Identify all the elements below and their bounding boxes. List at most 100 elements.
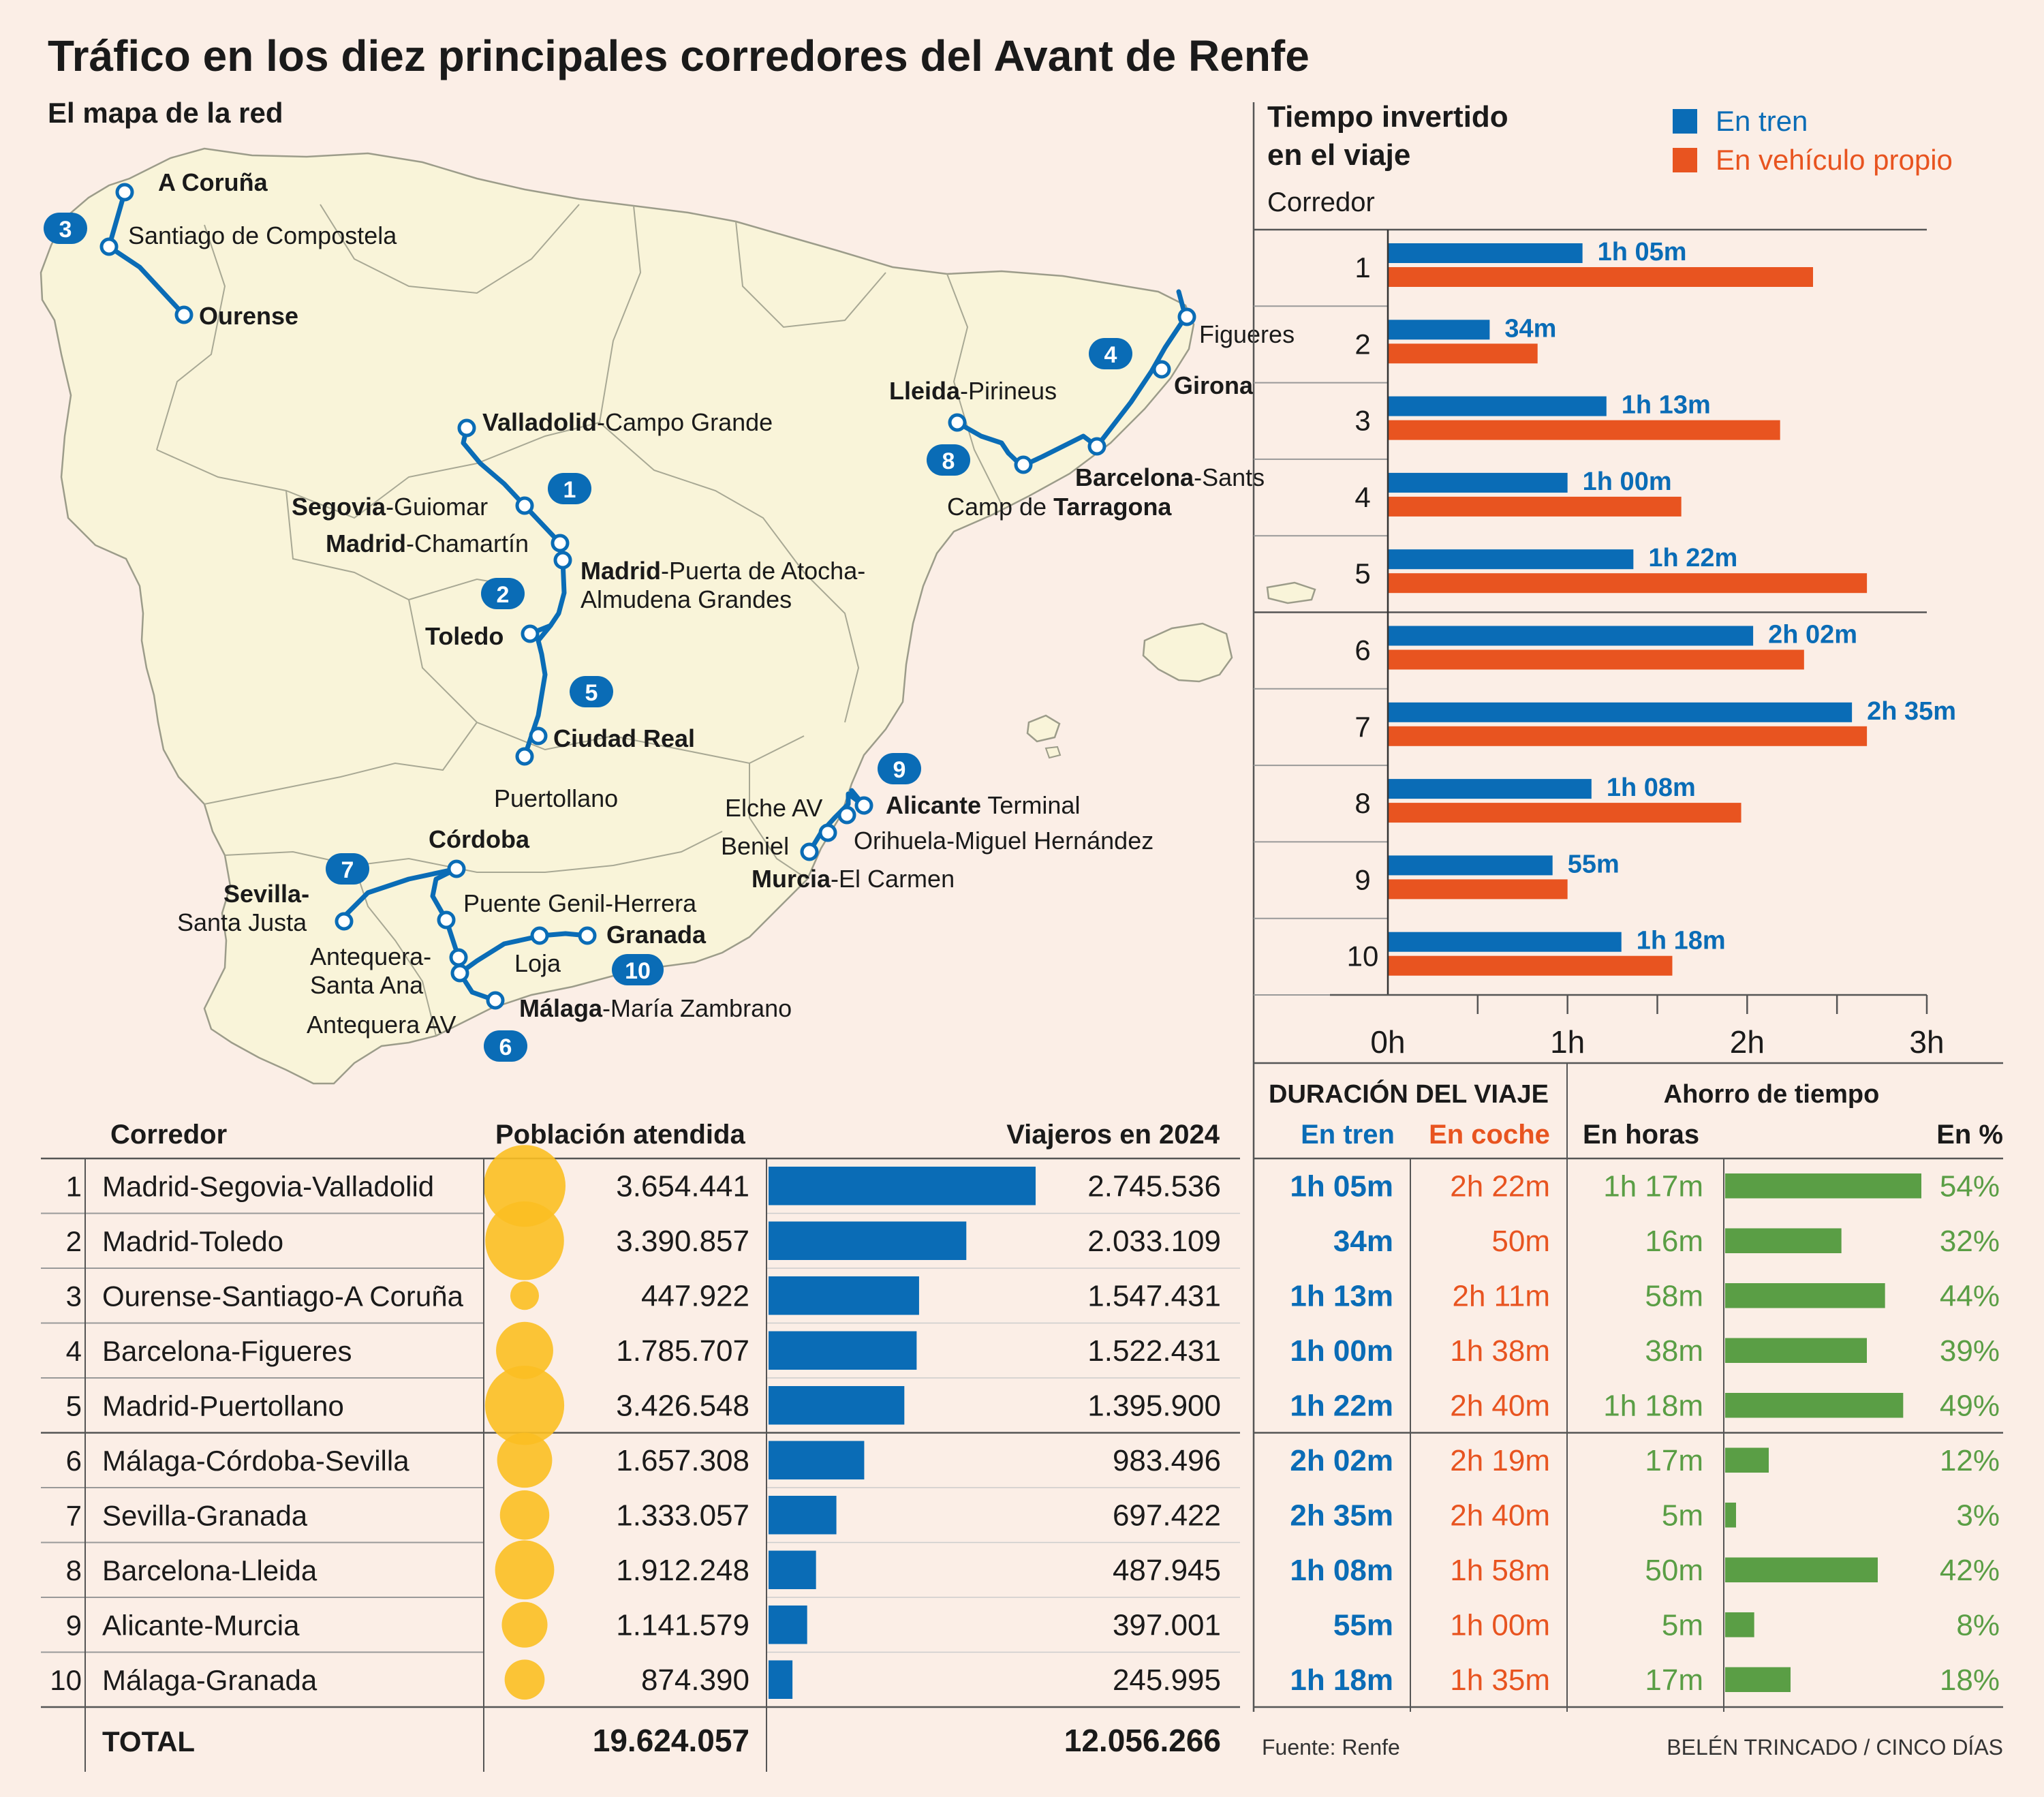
row-number: 4 [66,1335,82,1367]
corridor-number: 6 [1354,634,1370,666]
x-tick-label: 0h [1370,1024,1405,1060]
population-value: 3.426.548 [616,1389,749,1422]
time-chart-category-label: Corredor [1267,187,1375,217]
mallorca-island [1142,622,1233,683]
savings-pct-bar [1725,1667,1791,1692]
train-duration: 1h 18m [1290,1663,1393,1697]
label-sevilla-1: Sevilla- [223,880,309,908]
badge-2: 2 [481,578,525,609]
corridor-number: 4 [1354,481,1370,513]
car-duration: 2h 40m [1450,1389,1550,1422]
travelers-bar [769,1550,816,1589]
total-label: TOTAL [102,1725,195,1757]
population-value: 1.785.707 [616,1334,749,1368]
label-atocha-2: Almudena Grandes [580,585,792,613]
corridor-number: 8 [1354,787,1370,819]
corridor-table-total: TOTAL 19.624.057 12.056.266 [102,1723,1221,1758]
travelers-bar [769,1441,865,1479]
corridor-number: 7 [1354,711,1370,743]
savings-hours: 5m [1662,1608,1703,1642]
corridor-name: Ourense-Santiago-A Coruña [102,1280,464,1312]
legend-label-car: En vehículo propio [1716,144,1953,176]
line-7-sevilla [341,866,459,919]
savings-pct-bar [1725,1447,1769,1473]
badge-9: 9 [878,753,921,784]
savings-pct: 44% [1940,1279,2000,1312]
badge-1: 1 [548,473,591,504]
train-time-label: 1h 08m [1607,773,1696,802]
label-valladolid: Valladolid-Campo Grande [482,408,773,436]
svg-text:4: 4 [1104,342,1117,368]
col-header-corredor: Corredor [110,1120,227,1150]
train-time-label: 1h 18m [1637,927,1726,955]
label-toledo: Toledo [425,622,504,650]
badge-10: 10 [612,954,664,985]
svg-text:7: 7 [341,857,354,883]
train-duration: 1h 13m [1290,1279,1393,1312]
time-chart: Tiempo invertido en el viaje Corredor En… [1252,100,1956,1063]
label-santiago: Santiago de Compostela [128,221,397,249]
train-bar [1388,396,1607,416]
footer-source: Fuente: Renfe [1262,1735,1400,1760]
label-loja: Loja [514,949,561,977]
savings-pct: 32% [1940,1225,2000,1258]
train-duration: 1h 08m [1290,1554,1393,1587]
travelers-value: 1.395.900 [1087,1389,1221,1422]
svg-text:1: 1 [563,477,576,503]
svg-text:10: 10 [625,958,651,984]
travelers-bar [769,1221,967,1260]
savings-pct-bar [1725,1612,1754,1638]
row-number: 10 [50,1664,82,1696]
savings-hours: 50m [1645,1554,1703,1587]
label-alicante: Alicante Terminal [886,791,1080,819]
train-duration: 1h 00m [1290,1334,1393,1368]
row-number: 9 [66,1609,82,1641]
badge-3: 3 [44,213,87,244]
population-bubble [504,1659,545,1700]
corridor-name: Alicante-Murcia [102,1609,300,1641]
savings-pct: 8% [1956,1608,2000,1642]
line-2-5 [522,557,567,759]
x-tick-label: 3h [1909,1024,1944,1060]
svg-text:8: 8 [942,448,955,474]
label-cordoba: Córdoba [429,825,530,853]
duration-table-rows: 1h 05m 2h 22m 1h 17m 54% 34m 50m 16m 32% 1h 13m 2… [1252,1062,2003,1712]
footer-credit: BELÉN TRINCADO / CINCO DÍAS [1667,1735,2003,1760]
population-value: 3.654.441 [616,1169,749,1203]
savings-hours: 16m [1645,1225,1703,1258]
time-chart-rows: 1 1h 05m 2 34m 3 1h 13m 4 1h 00m 5 1h 22m 6 2h 02m 7… [1347,238,1956,976]
train-duration: 1h 22m [1290,1389,1393,1422]
travelers-value: 2.745.536 [1087,1169,1221,1203]
car-duration: 2h 11m [1453,1279,1551,1312]
savings-pct: 12% [1940,1444,2000,1477]
savings-hours: 5m [1662,1499,1703,1532]
label-beniel: Beniel [721,832,789,860]
col-header-en-pct: En % [1936,1120,2003,1150]
legend-label-train: En tren [1716,105,1808,137]
travelers-value: 487.945 [1113,1554,1221,1587]
label-antequera-av: Antequera AV [307,1011,456,1039]
train-duration: 55m [1333,1608,1393,1642]
x-tick-label: 1h [1550,1024,1585,1060]
corridor-name: Barcelona-Figueres [102,1335,352,1367]
car-bar [1388,726,1868,746]
travelers-bar [769,1276,919,1315]
train-bar [1388,702,1853,722]
svg-text:6: 6 [499,1034,512,1060]
travelers-value: 245.995 [1113,1663,1221,1697]
population-value: 1.141.579 [616,1608,749,1642]
travelers-bar [769,1606,807,1644]
region-borders [156,204,1002,1036]
map-title: El mapa de la red [48,97,283,129]
label-puertollano: Puertollano [494,784,618,812]
corridor-name: Málaga-Granada [102,1664,318,1696]
menorca-island [1266,581,1316,604]
population-bubble [510,1281,540,1310]
savings-pct: 49% [1940,1389,2000,1422]
train-time-label: 1h 00m [1583,467,1672,496]
corridor-name: Málaga-Córdoba-Sevilla [102,1445,409,1477]
label-coruna: A Coruña [158,168,268,196]
label-murcia: Murcia-El Carmen [752,865,955,893]
savings-hours: 38m [1645,1334,1703,1368]
label-girona: Girona [1174,371,1254,399]
